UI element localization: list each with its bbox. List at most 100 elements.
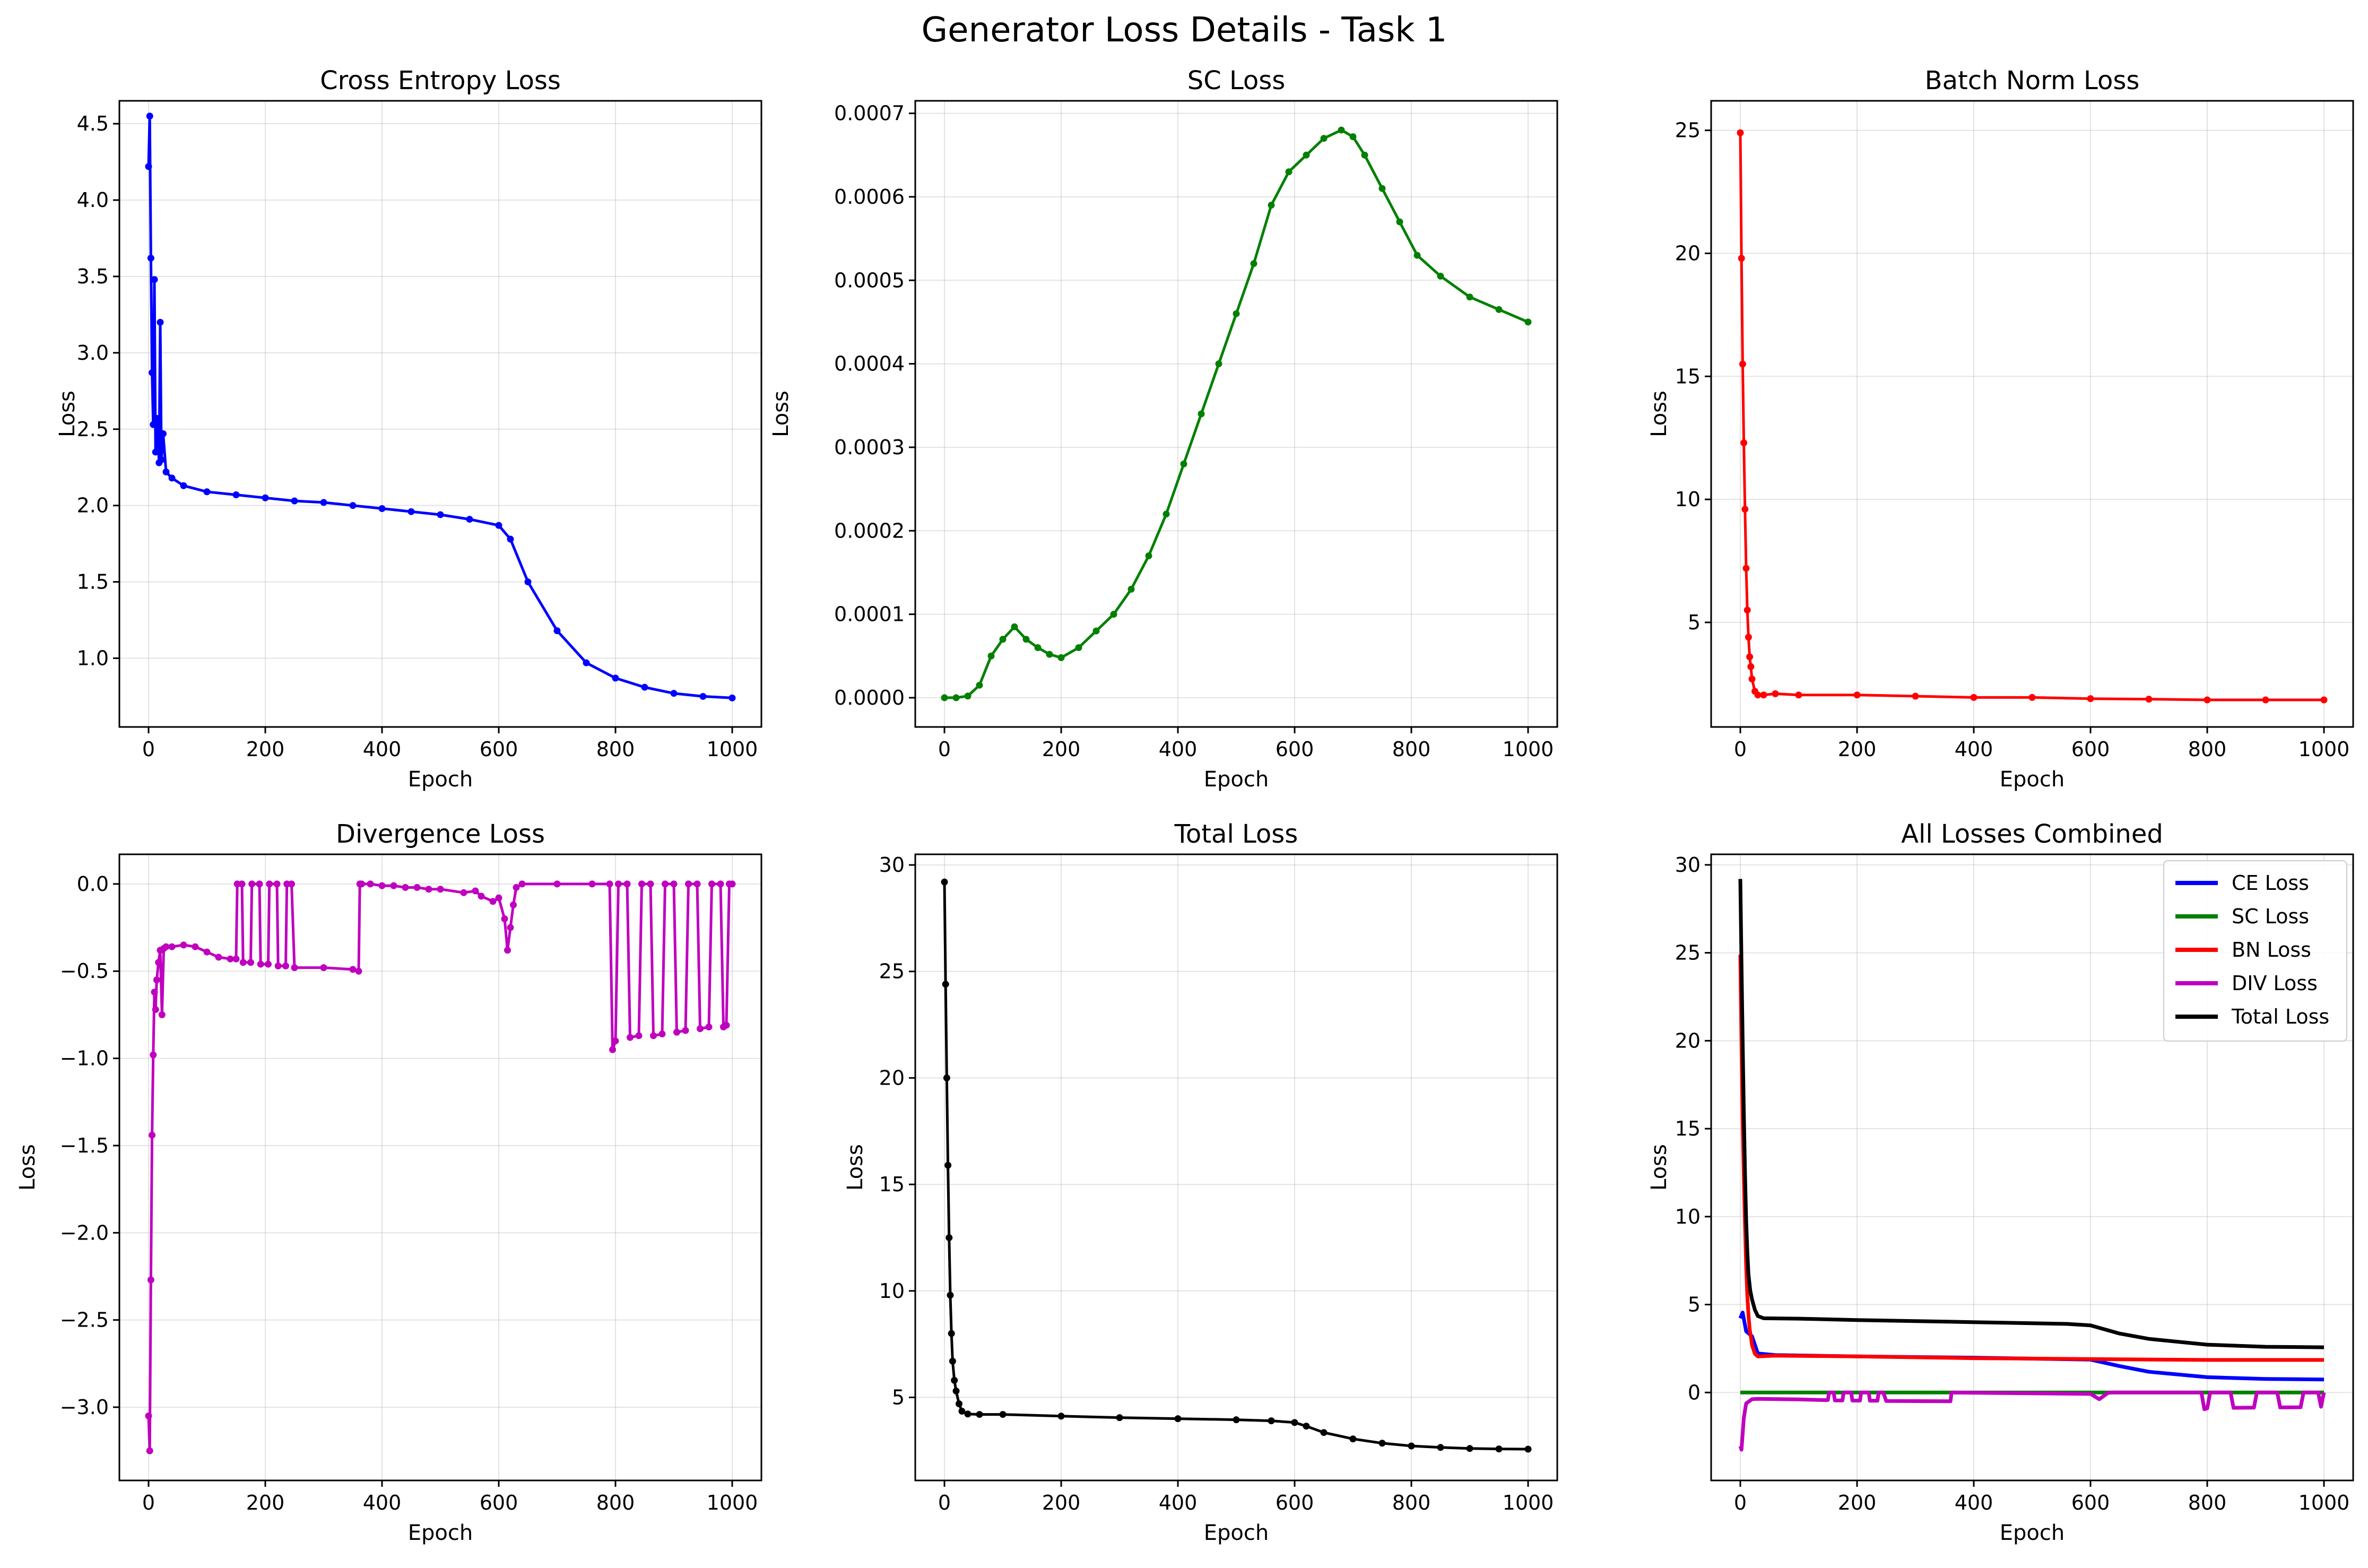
data-point (1739, 360, 1746, 368)
data-point (504, 947, 511, 954)
x-tick-label: 1000 (2298, 1491, 2350, 1514)
y-tick-label: −2.0 (60, 1221, 109, 1244)
y-tick-label: 15 (879, 1173, 905, 1196)
data-point (606, 880, 613, 888)
data-point (2262, 696, 2269, 704)
data-point (638, 880, 645, 888)
axes-frame (1710, 853, 2354, 1482)
y-axis-label: Loss (55, 391, 80, 437)
data-point (1524, 318, 1532, 326)
data-point (495, 894, 502, 902)
legend-label: SC Loss (2232, 905, 2309, 928)
data-point (612, 1037, 619, 1045)
y-tick-label: 1.0 (77, 646, 109, 670)
data-point (999, 1411, 1007, 1418)
data-point (1092, 627, 1100, 635)
data-point (257, 960, 264, 968)
data-point (1163, 510, 1170, 518)
data-point (1349, 1435, 1357, 1443)
x-tick-label: 800 (2188, 738, 2227, 761)
data-point (1495, 306, 1503, 313)
y-axis-label: Loss (15, 1144, 40, 1191)
x-tick-label: 400 (363, 1491, 402, 1514)
data-point (168, 474, 176, 482)
data-point (944, 1162, 952, 1169)
x-tick-label: 1000 (1503, 738, 1554, 761)
grid (915, 854, 1557, 1480)
data-point (402, 883, 409, 891)
data-point (728, 694, 736, 701)
data-point (1250, 260, 1257, 267)
data-point (947, 1292, 954, 1299)
data-point (282, 962, 289, 969)
y-tick-label: 20 (879, 1066, 905, 1089)
x-tick-label: 0 (1734, 1491, 1747, 1514)
x-tick-label: 200 (246, 738, 285, 761)
legend-label: BN Loss (2232, 938, 2311, 961)
data-point (215, 954, 222, 961)
axes-frame (914, 853, 1558, 1482)
y-tick-label: 5 (1688, 1293, 1701, 1316)
data-point (1011, 623, 1018, 630)
y-tick-label: −0.5 (60, 959, 109, 983)
data-point (160, 430, 167, 437)
x-tick-label: 800 (1392, 738, 1431, 761)
x-axis-label: Epoch (1204, 767, 1269, 792)
data-point (2087, 695, 2094, 703)
data-point (145, 163, 152, 170)
x-tick-label: 200 (246, 1491, 285, 1514)
data-point (956, 1400, 962, 1408)
data-point (1408, 1442, 1415, 1450)
subplot-title: All Losses Combined (1901, 819, 2163, 849)
data-point (1338, 126, 1345, 134)
data-point (615, 880, 622, 888)
x-tick-label: 600 (2071, 738, 2110, 761)
y-tick-label: 10 (1675, 1205, 1701, 1228)
y-tick-label: −1.5 (60, 1134, 109, 1157)
y-tick-label: 20 (1675, 1029, 1701, 1052)
data-point (951, 1376, 958, 1384)
data-point (2028, 694, 2036, 701)
data-point (203, 948, 211, 956)
subplot-6: 0 200 400 600 800 1000 0 5 10 15 20 25 30 All Losses … (1647, 819, 2354, 1545)
y-tick-label: 4.5 (77, 112, 109, 135)
data-point (623, 880, 631, 888)
data-point (942, 981, 949, 988)
data-point (153, 976, 160, 984)
data-point (358, 880, 365, 888)
data-point (1466, 1445, 1473, 1452)
data-point (407, 508, 415, 515)
data-point (958, 1408, 966, 1415)
data-point (583, 659, 590, 666)
y-tick-label: 15 (1675, 1117, 1701, 1140)
data-point (155, 959, 162, 966)
data-point (146, 1447, 153, 1454)
data-point (1291, 1419, 1298, 1426)
legend-label: DIV Loss (2232, 972, 2318, 995)
data-point (266, 880, 273, 888)
series-1 (145, 112, 736, 701)
y-tick-label: 0.0006 (834, 185, 905, 209)
data-point (150, 1051, 157, 1059)
y-axis-label: Loss (1647, 1144, 1671, 1191)
data-point (367, 880, 374, 888)
x-axis-label: Epoch (408, 1521, 473, 1545)
y-tick-label: 2.5 (77, 418, 109, 441)
data-point (437, 886, 444, 893)
data-point (180, 482, 187, 489)
data-point (145, 1412, 152, 1419)
data-point (964, 692, 972, 700)
y-tick-label: 0 (1688, 1381, 1701, 1404)
data-point (658, 1030, 666, 1038)
x-tick-label: 0 (142, 738, 155, 761)
subplot-5: 0 200 400 600 800 1000 5 10 15 20 25 30 Total Loss Ep… (843, 819, 1558, 1545)
data-point (151, 989, 158, 996)
data-point (1853, 691, 1861, 699)
y-tick-label: 0.0003 (834, 436, 905, 459)
data-point (149, 369, 156, 376)
x-tick-label: 1000 (1503, 1491, 1554, 1514)
subplot-title: Cross Entropy Loss (320, 66, 561, 96)
data-point (238, 880, 246, 888)
data-point (147, 1276, 154, 1284)
data-point (355, 967, 362, 975)
